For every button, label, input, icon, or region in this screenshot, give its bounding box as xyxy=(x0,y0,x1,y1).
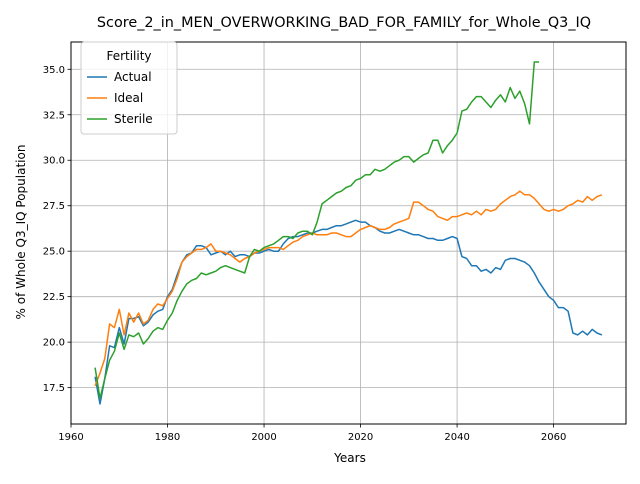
y-axis-ticks: 17.5 20.0 22.5 25.0 27.5 30.0 32.5 35.0 xyxy=(43,65,71,394)
legend-box xyxy=(80,41,178,135)
x-tick-label: 2060 xyxy=(541,432,566,443)
x-tick-label: 1980 xyxy=(155,432,180,443)
x-axis-label: Years xyxy=(333,451,366,465)
x-tick-label: 1960 xyxy=(58,432,83,443)
y-tick-label: 35.0 xyxy=(43,65,65,76)
y-tick-label: 27.5 xyxy=(43,201,65,212)
legend: Fertility Actual Ideal Sterile xyxy=(80,41,178,135)
series-line-actual xyxy=(94,219,603,405)
x-tick-label: 2000 xyxy=(251,432,276,443)
legend-label-actual: Actual xyxy=(114,70,152,84)
legend-label-sterile: Sterile xyxy=(114,112,153,126)
y-axis-label: % of Whole Q3_IQ Population xyxy=(14,145,28,320)
plot-frame xyxy=(70,41,627,425)
x-axis-ticks: 1960 1980 2000 2020 2040 2060 xyxy=(58,424,566,443)
legend-title: Fertility xyxy=(106,49,151,63)
y-tick-label: 32.5 xyxy=(43,110,65,121)
x-tick-label: 2020 xyxy=(348,432,373,443)
y-tick-label: 17.5 xyxy=(43,383,65,394)
y-tick-label: 30.0 xyxy=(43,156,65,167)
y-tick-label: 20.0 xyxy=(43,338,65,349)
series-line-sterile xyxy=(94,61,540,400)
legend-label-ideal: Ideal xyxy=(114,91,143,105)
y-tick-label: 22.5 xyxy=(43,292,65,303)
y-tick-label: 25.0 xyxy=(43,247,65,258)
x-tick-label: 2040 xyxy=(444,432,469,443)
chart-title: Score_2_in_MEN_OVERWORKING_BAD_FOR_FAMIL… xyxy=(97,15,591,31)
legend-items: Actual Ideal Sterile xyxy=(87,70,153,126)
series-line-ideal xyxy=(94,190,603,387)
series-lines xyxy=(94,61,603,405)
